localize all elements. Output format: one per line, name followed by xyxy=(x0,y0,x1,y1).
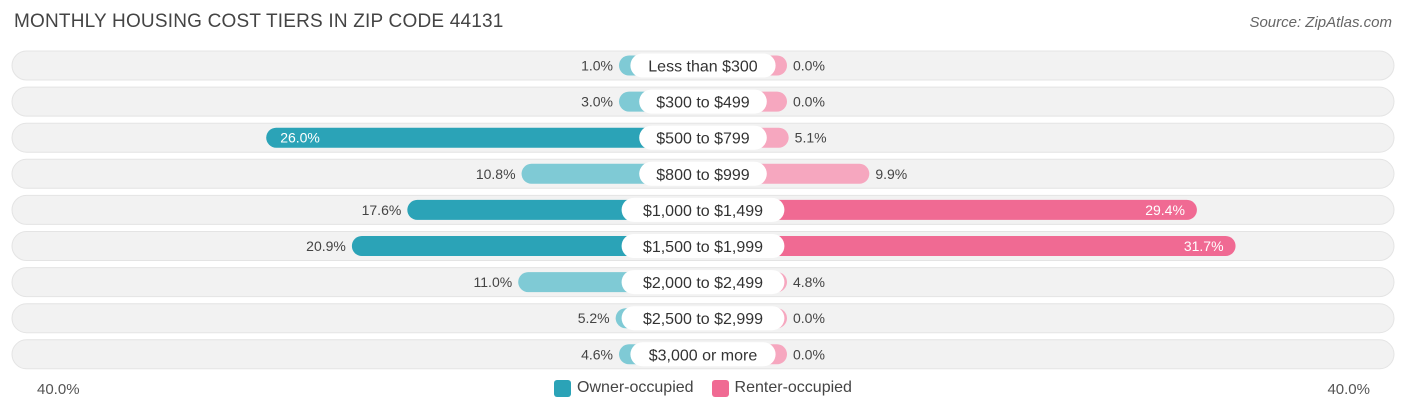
legend-label-renter: Renter-occupied xyxy=(734,379,852,396)
renter-value-label: 0.0% xyxy=(793,310,825,326)
category-pill xyxy=(621,270,785,295)
category-label: $500 to $799 xyxy=(656,131,750,148)
renter-value-label: 29.4% xyxy=(1145,202,1185,218)
chart-title: MONTHLY HOUSING COST TIERS IN ZIP CODE 4… xyxy=(14,11,504,32)
chart-source: Source: ZipAtlas.com xyxy=(1249,14,1392,31)
category-pill xyxy=(630,342,776,367)
category-label: $1,000 to $1,499 xyxy=(643,203,763,220)
category-label: Less than $300 xyxy=(648,59,758,76)
owner-value-label: 20.9% xyxy=(306,238,346,254)
axis-min-label: 40.0% xyxy=(37,381,80,398)
owner-value-label: 1.0% xyxy=(581,58,613,74)
category-pill xyxy=(621,197,785,222)
owner-value-label: 5.2% xyxy=(578,310,610,326)
renter-value-label: 4.8% xyxy=(793,274,825,290)
category-pill xyxy=(639,125,767,150)
owner-value-label: 3.0% xyxy=(581,94,613,110)
category-pill xyxy=(639,89,767,114)
owner-value-label: 4.6% xyxy=(581,346,613,362)
category-pill xyxy=(621,306,785,331)
category-label: $3,000 or more xyxy=(649,347,758,364)
owner-bar xyxy=(266,127,703,148)
category-label: $300 to $499 xyxy=(656,95,750,112)
axis-max-label: 40.0% xyxy=(1327,381,1370,398)
legend-swatch-owner xyxy=(554,379,572,397)
legend-item-renter[interactable]: Renter-occupied xyxy=(711,379,852,397)
category-label: $1,500 to $1,999 xyxy=(643,239,763,256)
legend: Owner-occupied Renter-occupied xyxy=(0,379,1406,397)
category-pill xyxy=(630,53,776,78)
legend-label-owner: Owner-occupied xyxy=(577,379,694,396)
renter-value-label: 0.0% xyxy=(793,346,825,362)
category-pill xyxy=(621,234,785,258)
owner-value-label: 11.0% xyxy=(474,274,513,290)
owner-value-label: 17.6% xyxy=(362,202,402,218)
legend-swatch-renter xyxy=(711,379,729,397)
category-pill xyxy=(639,161,767,186)
owner-bar xyxy=(351,236,703,256)
renter-value-label: 0.0% xyxy=(793,58,825,74)
renter-bar xyxy=(703,236,1236,256)
category-label: $2,000 to $2,499 xyxy=(643,275,763,292)
owner-value-label: 26.0% xyxy=(280,130,320,146)
owner-value-label: 10.8% xyxy=(476,166,516,182)
renter-value-label: 9.9% xyxy=(875,166,907,182)
renter-value-label: 5.1% xyxy=(795,130,827,146)
renter-value-label: 31.7% xyxy=(1184,238,1224,254)
renter-bar xyxy=(703,199,1197,220)
category-label: $2,500 to $2,999 xyxy=(643,311,763,328)
category-label: $800 to $999 xyxy=(656,167,750,184)
renter-value-label: 0.0% xyxy=(793,94,825,110)
legend-item-owner[interactable]: Owner-occupied xyxy=(554,379,694,397)
